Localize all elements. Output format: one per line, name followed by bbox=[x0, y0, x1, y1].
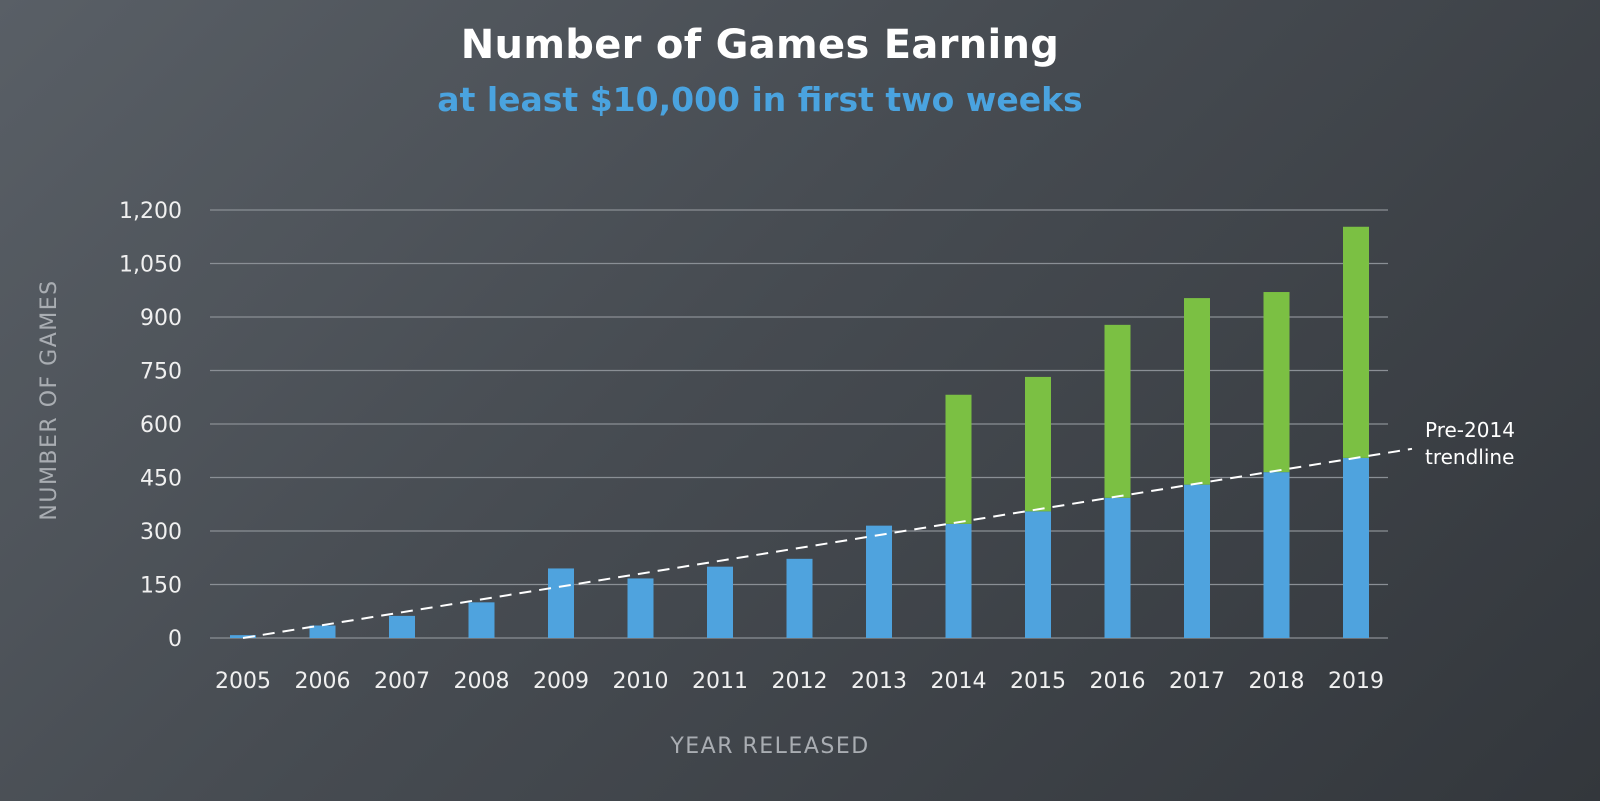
x-tick-label: 2017 bbox=[1169, 669, 1225, 694]
bar-2009-series-0 bbox=[548, 568, 574, 638]
trendline: Pre-2014 trendline bbox=[242, 418, 1515, 639]
x-tick-labels: 2005 2006 2007 2008 2009 2010 2011 2012 2013 2014… bbox=[215, 669, 1384, 694]
bar-2018-series-0 bbox=[1263, 472, 1290, 638]
y-tick-label: 1,050 bbox=[119, 253, 182, 278]
bars bbox=[230, 226, 1369, 638]
x-tick-label: 2015 bbox=[1010, 669, 1066, 694]
bar-2015-series-0 bbox=[1025, 511, 1051, 638]
x-tick-label: 2018 bbox=[1249, 669, 1305, 694]
chart-title: Number of Games Earning bbox=[460, 22, 1060, 68]
x-tick-label: 2010 bbox=[613, 669, 669, 694]
bar-2014-series-1 bbox=[945, 394, 972, 524]
bar-2017-series-1 bbox=[1184, 298, 1210, 485]
x-tick-label: 2016 bbox=[1090, 669, 1146, 694]
chart-subtitle: at least $10,000 in first two weeks bbox=[437, 80, 1083, 119]
x-axis-title: YEAR RELEASED bbox=[669, 734, 869, 759]
x-tick-label: 2013 bbox=[851, 669, 907, 694]
y-tick-label: 750 bbox=[140, 360, 182, 385]
bar-2008-series-0 bbox=[468, 602, 495, 638]
x-tick-label: 2007 bbox=[374, 669, 430, 694]
x-tick-label: 2014 bbox=[931, 669, 987, 694]
trendline-label: trendline bbox=[1425, 445, 1514, 469]
x-tick-label: 2009 bbox=[533, 669, 589, 694]
x-tick-label: 2008 bbox=[454, 669, 510, 694]
x-tick-label: 2011 bbox=[692, 669, 748, 694]
bar-2013-series-0 bbox=[866, 525, 892, 638]
y-tick-label: 450 bbox=[140, 467, 182, 492]
y-tick-labels: 0 150 300 450 600 750 900 1,050 1,200 bbox=[119, 199, 182, 652]
y-tick-label: 150 bbox=[140, 574, 182, 599]
y-tick-label: 600 bbox=[140, 413, 182, 438]
x-tick-label: 2005 bbox=[215, 669, 271, 694]
y-tick-label: 0 bbox=[168, 627, 182, 652]
bar-2011-series-0 bbox=[707, 566, 733, 638]
bar-2006-series-0 bbox=[309, 625, 336, 638]
bar-2016-series-0 bbox=[1104, 497, 1131, 638]
bar-2010-series-0 bbox=[627, 578, 654, 638]
bar-2007-series-0 bbox=[389, 615, 415, 638]
bar-2019-series-1 bbox=[1343, 226, 1369, 458]
bar-2015-series-1 bbox=[1025, 376, 1051, 512]
bar-2017-series-0 bbox=[1184, 484, 1210, 638]
trendline-dashed-line bbox=[242, 447, 1413, 639]
y-axis-title: NUMBER OF GAMES bbox=[37, 279, 62, 520]
trendline-label: Pre-2014 bbox=[1425, 418, 1515, 442]
bar-2016-series-1 bbox=[1104, 324, 1131, 498]
y-tick-label: 300 bbox=[140, 520, 182, 545]
x-tick-label: 2012 bbox=[772, 669, 828, 694]
x-tick-label: 2006 bbox=[295, 669, 351, 694]
bar-2019-series-0 bbox=[1343, 457, 1369, 638]
x-tick-label: 2019 bbox=[1328, 669, 1384, 694]
bar-2014-series-0 bbox=[945, 523, 972, 638]
y-tick-label: 900 bbox=[140, 306, 182, 331]
bar-2005-series-0 bbox=[230, 635, 256, 638]
y-tick-label: 1,200 bbox=[119, 199, 182, 224]
bar-2012-series-0 bbox=[786, 558, 813, 638]
bar-2018-series-1 bbox=[1263, 292, 1290, 473]
